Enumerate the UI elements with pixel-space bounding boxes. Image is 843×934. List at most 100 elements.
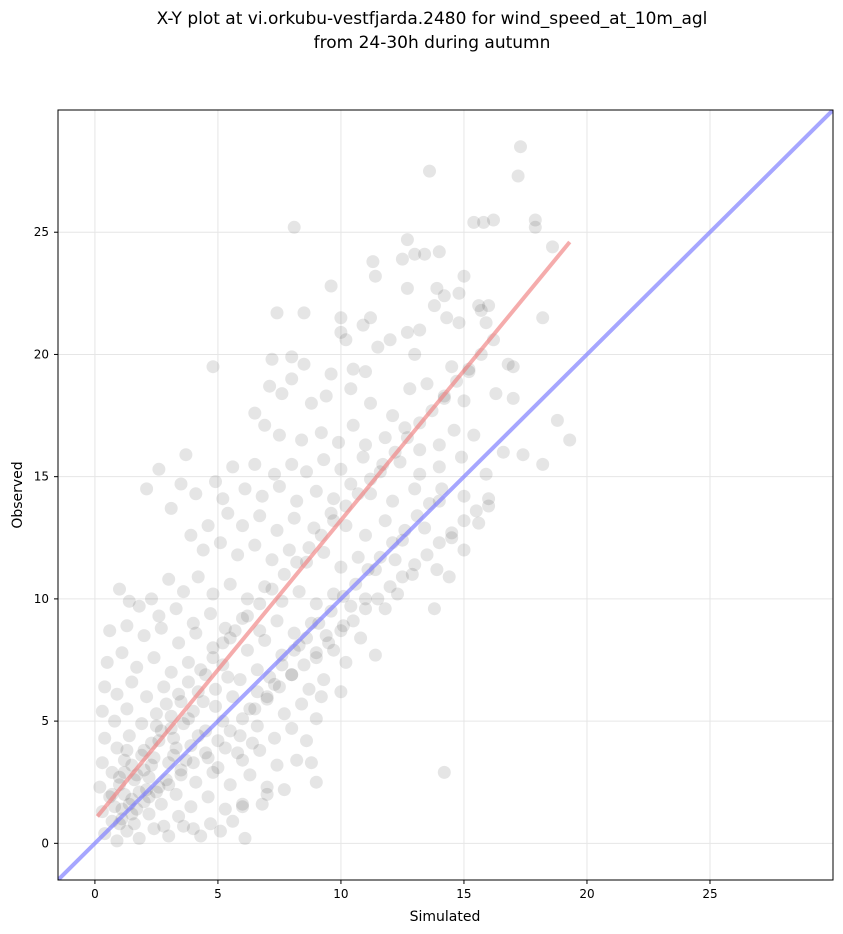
y-axis-ticks: 0 5 10 15 20 25 bbox=[34, 225, 58, 850]
scatter-point bbox=[268, 677, 281, 691]
scatter-point bbox=[403, 382, 417, 396]
scatter-point bbox=[408, 347, 422, 361]
scatter-point bbox=[177, 819, 190, 833]
scatter-point bbox=[272, 428, 286, 442]
scatter-point bbox=[248, 538, 262, 552]
x-tick-label: 5 bbox=[214, 887, 222, 901]
scatter-point bbox=[430, 281, 444, 295]
chart-title-line2: from 24-30h during autumn bbox=[314, 33, 551, 53]
scatter-point bbox=[447, 423, 461, 437]
scatter-point bbox=[211, 734, 225, 748]
identity-line bbox=[58, 110, 833, 880]
scatter-point bbox=[452, 286, 466, 300]
scatter-point bbox=[309, 712, 323, 726]
scatter-point bbox=[489, 387, 503, 401]
scatter-point bbox=[435, 482, 449, 496]
scatter-point bbox=[408, 558, 422, 572]
scatter-point bbox=[186, 616, 200, 630]
y-tick-label: 15 bbox=[34, 470, 49, 484]
scatter-point bbox=[154, 621, 168, 635]
scatter-point bbox=[452, 316, 466, 330]
scatter-point bbox=[179, 448, 193, 462]
scatter-point bbox=[223, 631, 237, 645]
scatter-point bbox=[108, 714, 122, 728]
scatter-point bbox=[472, 516, 486, 530]
scatter-point bbox=[108, 800, 122, 814]
scatter-point bbox=[457, 394, 471, 408]
y-axis-label: Observed bbox=[10, 461, 26, 528]
scatter-point bbox=[309, 651, 323, 665]
scatter-point bbox=[159, 697, 173, 711]
scatter-point bbox=[263, 379, 277, 393]
scatter-point bbox=[304, 396, 318, 410]
scatter-point bbox=[319, 389, 333, 403]
scatter-point bbox=[167, 748, 181, 762]
scatter-point bbox=[440, 311, 454, 325]
scatter-point bbox=[334, 560, 348, 574]
scatter-point bbox=[122, 729, 136, 743]
scatter-point bbox=[327, 643, 341, 657]
scatter-point bbox=[174, 695, 188, 709]
scatter-point bbox=[140, 690, 154, 704]
reference-lines bbox=[58, 110, 833, 880]
scatter-point bbox=[285, 457, 299, 471]
scatter-point bbox=[221, 506, 235, 520]
scatter-point bbox=[127, 817, 141, 831]
scatter-point bbox=[437, 289, 451, 303]
scatter-point bbox=[209, 699, 222, 713]
scatter-point bbox=[307, 521, 321, 535]
scatter-point bbox=[196, 695, 210, 709]
scatter-point bbox=[105, 765, 119, 779]
scatter-point bbox=[344, 599, 358, 613]
scatter-point bbox=[477, 215, 491, 229]
scatter-point bbox=[356, 450, 370, 464]
scatter-point bbox=[149, 707, 163, 721]
scatter-point bbox=[467, 215, 481, 229]
scatter-point bbox=[100, 655, 114, 669]
x-axis-label: Simulated bbox=[410, 909, 481, 925]
scatter-point bbox=[117, 753, 131, 767]
scatter-point bbox=[162, 829, 176, 843]
scatter-point bbox=[400, 325, 414, 339]
scatter-point bbox=[120, 702, 134, 716]
scatter-point bbox=[359, 365, 372, 379]
scatter-point bbox=[103, 624, 117, 638]
scatter-point bbox=[189, 626, 203, 640]
scatter-point bbox=[206, 641, 220, 655]
scatter-point bbox=[174, 477, 188, 491]
scatter-point bbox=[248, 702, 262, 716]
scatter-point bbox=[496, 445, 510, 459]
scatter-point bbox=[427, 299, 441, 313]
scatter-point bbox=[474, 303, 488, 317]
scatter-point bbox=[418, 247, 432, 261]
scatter-point bbox=[218, 621, 232, 635]
scatter-point bbox=[400, 233, 414, 247]
scatter-point bbox=[290, 555, 304, 569]
scatter-point bbox=[413, 323, 427, 337]
scatter-point bbox=[442, 570, 456, 584]
scatter-point bbox=[324, 367, 338, 381]
scatter-point bbox=[339, 519, 353, 533]
scatter-point bbox=[388, 553, 402, 567]
scatter-point bbox=[482, 499, 496, 513]
scatter-point bbox=[110, 741, 124, 755]
scatter-point bbox=[213, 536, 227, 550]
scatter-point bbox=[157, 680, 171, 694]
scatter-point bbox=[184, 800, 198, 814]
scatter-point bbox=[117, 765, 131, 779]
scatter-point bbox=[528, 220, 542, 234]
scatter-point bbox=[354, 631, 368, 645]
scatter-point bbox=[457, 514, 471, 528]
scatter-point bbox=[206, 651, 220, 665]
scatter-point bbox=[359, 592, 372, 606]
scatter-point bbox=[216, 636, 230, 650]
scatter-point bbox=[334, 462, 348, 476]
scatter-point bbox=[344, 382, 358, 396]
scatter-point bbox=[186, 822, 200, 836]
scatter-point bbox=[290, 494, 304, 508]
scatter-point bbox=[250, 719, 264, 733]
scatter-point bbox=[258, 580, 272, 594]
scatter-point bbox=[368, 269, 382, 283]
scatter-point bbox=[268, 731, 281, 745]
scatter-point bbox=[177, 585, 190, 599]
